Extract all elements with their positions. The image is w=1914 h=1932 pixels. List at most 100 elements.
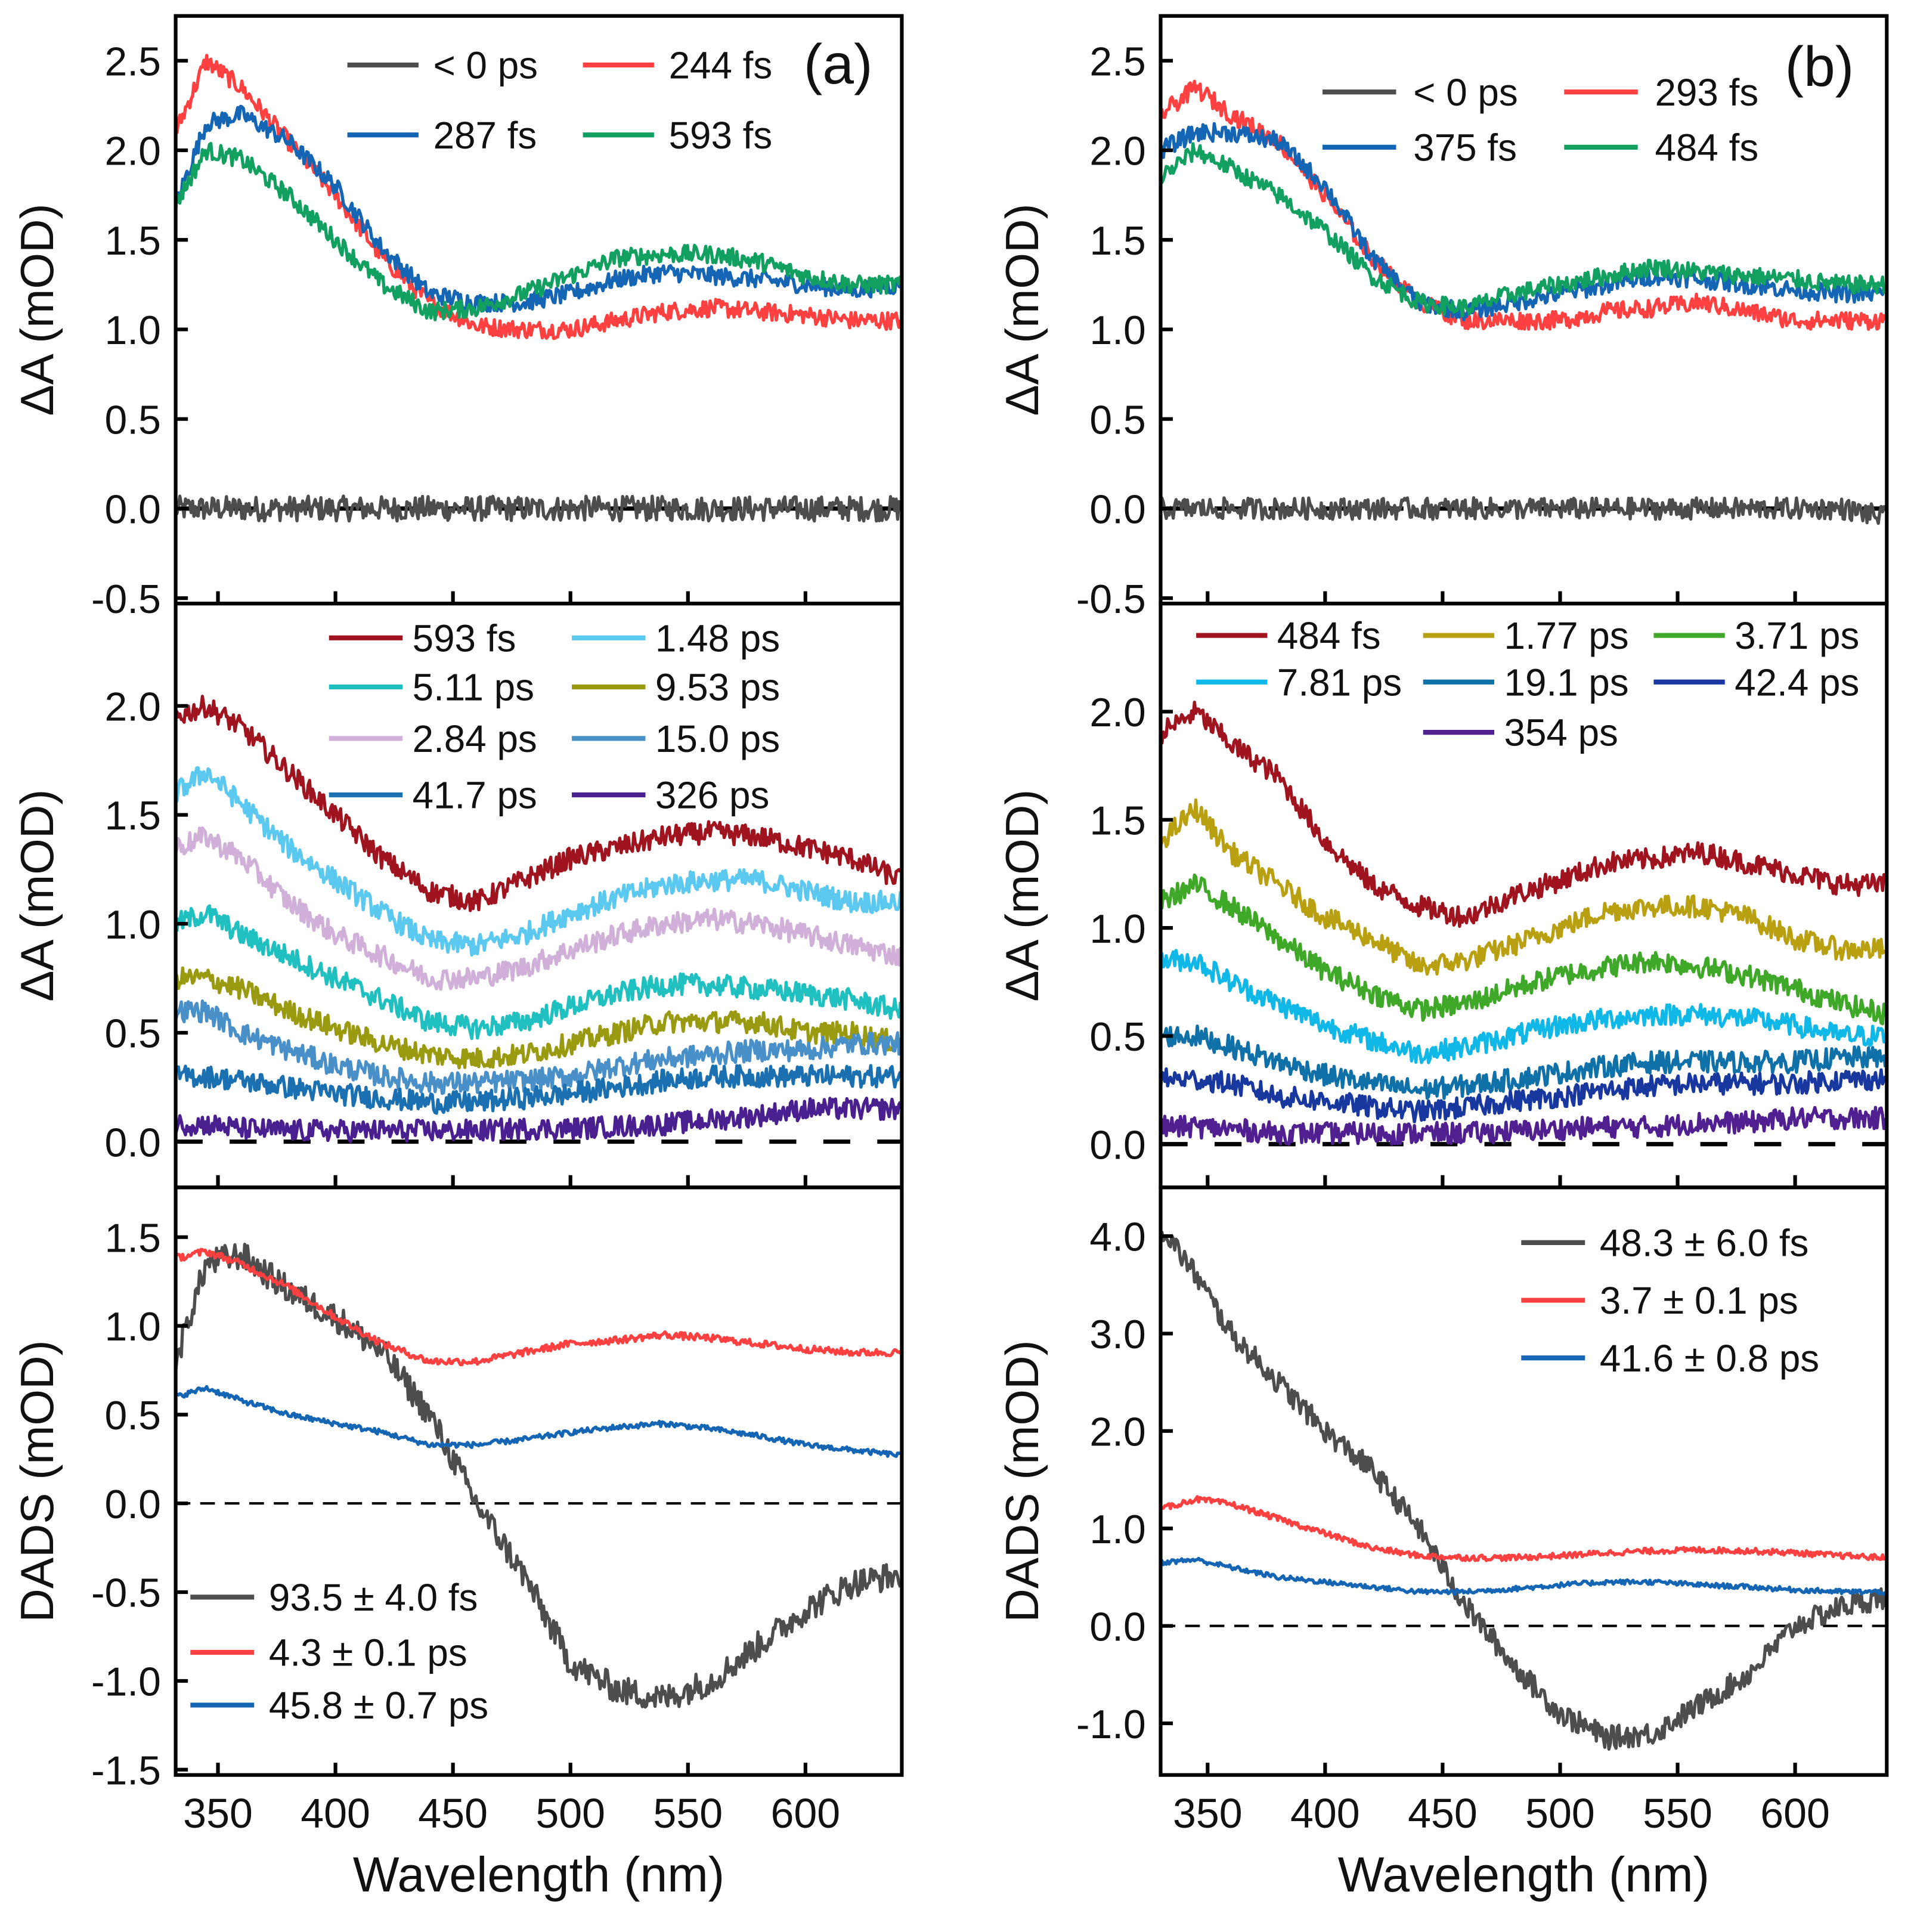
legend: 48.3 ± 6.0 fs 3.7 ± 0.1 ps 41.6 ± 0.8 ps: [1521, 1222, 1819, 1380]
y-tick-label: 2.0: [105, 685, 161, 730]
legend: 484 fs 1.77 ps 3.71 ps 7.81 ps 19.1 ps 42.4 p…: [1196, 614, 1859, 754]
y-tick-label: 1.0: [1089, 907, 1145, 952]
y-tick-label: -0.5: [91, 577, 161, 622]
legend-item: 9.53 ps: [572, 666, 780, 709]
y-tick-label: 0.5: [105, 1012, 161, 1057]
legend-label: 4.3 ± 0.1 ps: [269, 1631, 467, 1674]
legend-item: 42.4 ps: [1653, 661, 1859, 704]
series-group: [175, 54, 902, 523]
series-line-1-77-ps: [1160, 798, 1887, 976]
y-tick-label: 1.5: [1089, 798, 1145, 843]
panel-a_top: -0.5 0.0 0.5 1.0 1.5 2.0 2.5 ΔA (mOD) (a) < 0 ps 2…: [11, 14, 904, 622]
x-tick-label: 350: [1173, 1790, 1243, 1837]
x-tick-label: 400: [301, 1790, 370, 1837]
y-tick-label: -0.5: [1076, 577, 1146, 622]
series-line-3-7-0-1-ps: [1160, 1495, 1886, 1562]
legend-item: 93.5 ± 4.0 fs: [190, 1576, 478, 1619]
legend-label: 7.81 ps: [1277, 661, 1402, 704]
y-tick-label: 2.0: [1089, 691, 1145, 735]
legend-item: 484 fs: [1196, 614, 1381, 657]
y-tick-label: 1.0: [105, 1305, 161, 1349]
series-group: [1160, 1230, 1887, 1751]
series-group: [1160, 701, 1887, 1146]
y-tick-label: 1.5: [105, 219, 161, 264]
panel-label: (b): [1785, 35, 1854, 98]
x-axis-label: Wavelength (nm): [1338, 1848, 1709, 1902]
x-tick-label: 500: [1525, 1790, 1595, 1837]
legend-item: 326 ps: [572, 774, 769, 817]
legend-item: 5.11 ps: [329, 666, 534, 709]
y-tick-label: 1.5: [105, 794, 161, 838]
y-tick-label: 0.0: [1089, 1123, 1145, 1168]
y-axis-label: DADS (mOD): [11, 1340, 63, 1622]
x-tick-label: 400: [1290, 1790, 1360, 1837]
y-tick-label: 2.0: [1089, 1410, 1145, 1455]
series-line-19-1-ps: [1160, 1024, 1887, 1100]
legend-item: 3.71 ps: [1653, 614, 1859, 657]
y-tick-label: 0.5: [105, 398, 161, 442]
legend-label: 593 fs: [669, 114, 773, 157]
panel-a_mid: 0.0 0.5 1.0 1.5 2.0 ΔA (mOD) 593 fs 1.48 ps 5.11…: [11, 602, 904, 1190]
y-tick-label: 3.0: [1089, 1312, 1145, 1357]
y-tick-label: 1.0: [105, 903, 161, 948]
y-tick-label: 0.5: [105, 1394, 161, 1438]
legend-item: 4.3 ± 0.1 ps: [190, 1631, 467, 1674]
series-line-1-48-ps: [175, 766, 902, 957]
legend: 593 fs 1.48 ps 5.11 ps 9.53 ps 2.84 ps 15.0 p…: [329, 617, 780, 817]
legend-item: 244 fs: [583, 44, 772, 87]
legend-item: 3.7 ± 0.1 ps: [1521, 1279, 1798, 1322]
y-tick-label: 1.0: [1089, 308, 1145, 353]
x-tick-label: 550: [653, 1790, 723, 1837]
y-axis-label: ΔA (mOD): [996, 789, 1048, 1002]
legend-label: 2.84 ps: [413, 717, 537, 760]
series-line-42-4-ps: [1160, 1067, 1887, 1123]
series-line--0-ps: [1160, 496, 1886, 525]
plot-frame: [174, 1185, 904, 1777]
panel-b_mid: 0.0 0.5 1.0 1.5 2.0 ΔA (mOD) 484 fs 1.77 ps 3.71…: [996, 602, 1889, 1190]
legend-item: 19.1 ps: [1423, 661, 1629, 704]
series-line-287-fs: [175, 104, 902, 313]
legend-label: 3.7 ± 0.1 ps: [1600, 1279, 1798, 1322]
x-tick-label: 550: [1643, 1790, 1712, 1837]
series-line-48-3-6-0-fs: [1160, 1230, 1887, 1751]
legend-item: 1.77 ps: [1423, 614, 1629, 657]
x-tick-label: 450: [418, 1790, 488, 1837]
series-group: [175, 1243, 902, 1709]
legend: < 0 ps 293 fs 375 fs 484 fs: [1323, 71, 1758, 169]
y-tick-label: -1.0: [91, 1660, 161, 1705]
legend-item: 1.48 ps: [572, 617, 780, 660]
y-axis-label: ΔA (mOD): [11, 789, 63, 1002]
legend-label: 41.6 ± 0.8 ps: [1600, 1337, 1819, 1380]
series-line-593-fs: [175, 142, 902, 321]
series-group: [1160, 79, 1887, 525]
y-tick-label: -1.0: [1076, 1702, 1146, 1747]
legend-item: 48.3 ± 6.0 fs: [1521, 1222, 1808, 1265]
legend-item: 41.7 ps: [329, 774, 537, 817]
y-tick-label: 0.0: [105, 488, 161, 532]
legend-label: 1.48 ps: [655, 617, 780, 660]
legend-item: 41.6 ± 0.8 ps: [1521, 1337, 1819, 1380]
y-tick-label: -0.5: [91, 1571, 161, 1616]
legend-label: 42.4 ps: [1735, 661, 1859, 704]
series-line-45-8-0-7-ps: [175, 1385, 902, 1459]
series-line-41-6-0-8-ps: [1160, 1556, 1887, 1596]
legend-item: 375 fs: [1323, 126, 1517, 169]
legend-item: 15.0 ps: [572, 717, 780, 760]
y-tick-label: 0.0: [105, 1482, 161, 1527]
x-tick-label: 600: [770, 1790, 840, 1837]
legend-item: 293 fs: [1564, 71, 1758, 114]
y-axis-label: ΔA (mOD): [11, 203, 63, 416]
legend-item: 593 fs: [329, 617, 516, 660]
series-line-244-fs: [175, 54, 902, 340]
legend-label: 354 ps: [1504, 711, 1618, 754]
series-line-41-7-ps: [175, 1064, 902, 1115]
legend-item: 593 fs: [583, 114, 773, 157]
legend-label: 484 fs: [1655, 126, 1759, 169]
panel-label: (a): [804, 33, 873, 96]
legend-label: 48.3 ± 6.0 fs: [1600, 1222, 1809, 1265]
legend-label: 326 ps: [655, 774, 769, 817]
legend-label: 375 fs: [1413, 126, 1517, 169]
series-line-293-fs: [1160, 79, 1887, 331]
panel-b_top: -0.5 0.0 0.5 1.0 1.5 2.0 2.5 ΔA (mOD) (b) < 0 ps 2…: [996, 14, 1889, 622]
series-line-593-fs: [175, 695, 902, 912]
